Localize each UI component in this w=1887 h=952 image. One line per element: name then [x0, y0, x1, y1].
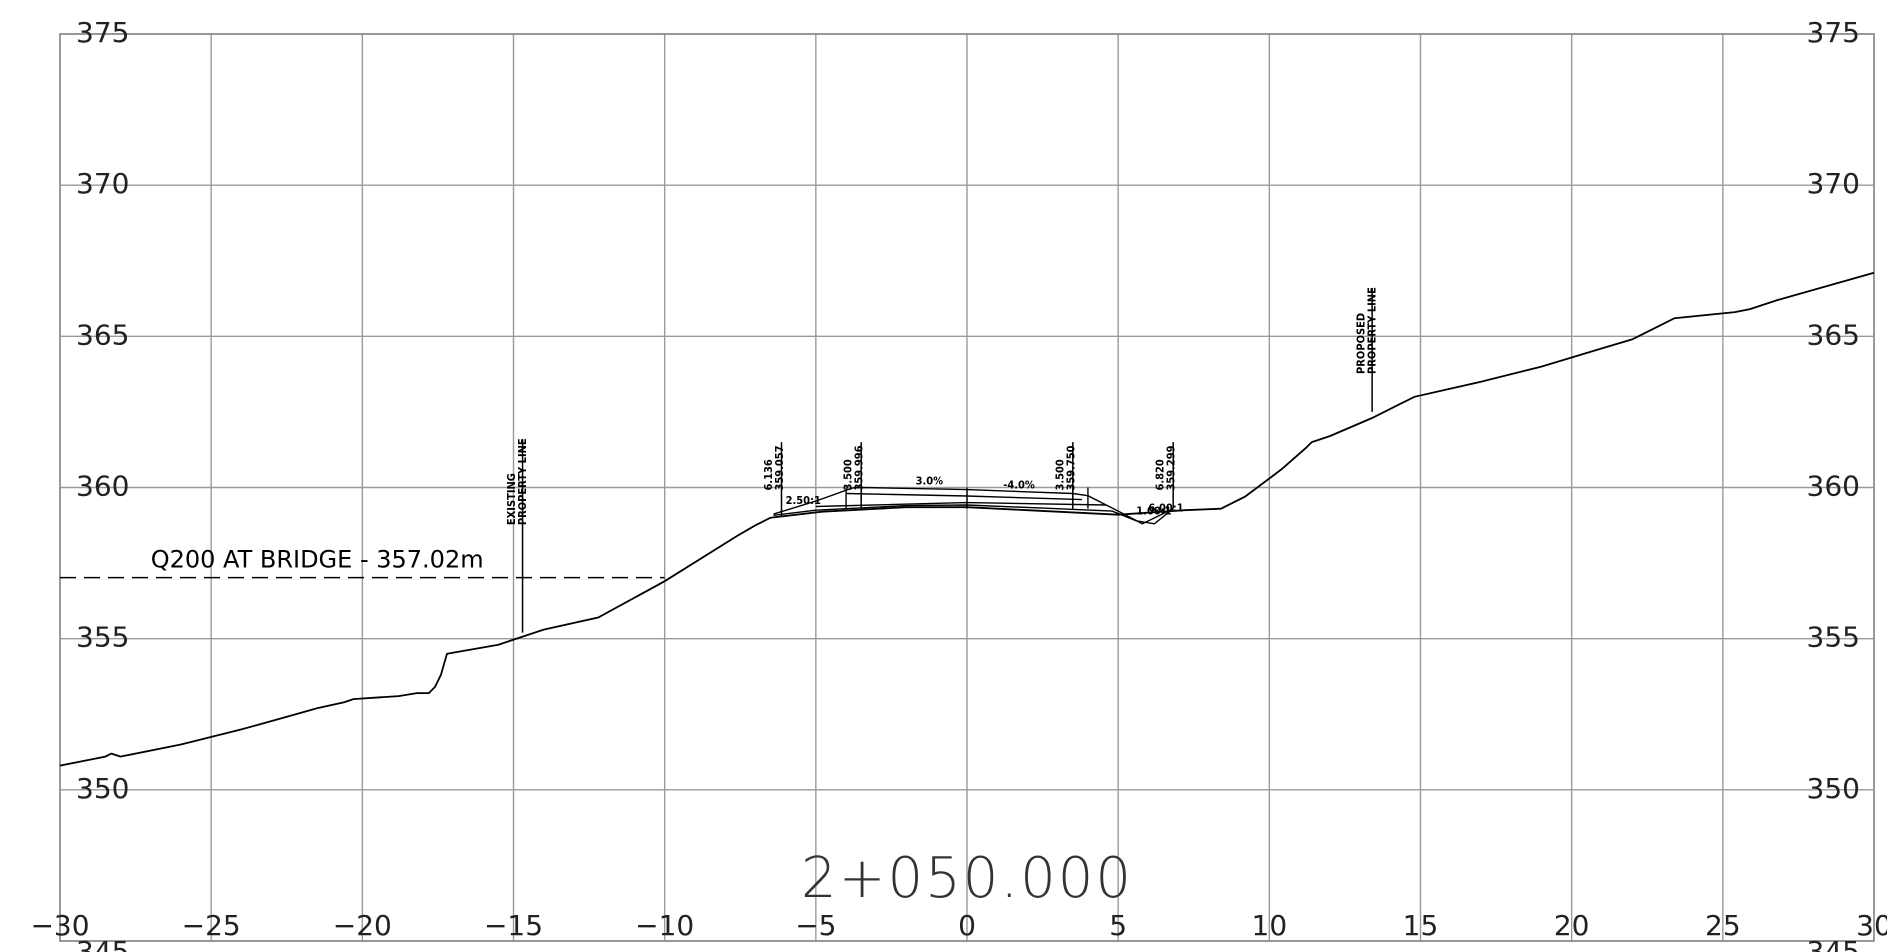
- y-tick-label-left: 345: [76, 935, 129, 952]
- slope-labels: 2.50:1 3.0% -4.0% 1.00:16.00:1: [786, 474, 1184, 517]
- x-tick-label: −25: [182, 909, 241, 942]
- y-tick-label-right: 350: [1807, 772, 1860, 805]
- station-label: 2+050.000: [801, 846, 1133, 911]
- y-tick-label-right: 365: [1807, 318, 1860, 351]
- x-tick-label: −10: [635, 909, 694, 942]
- plot-frame: [59, 33, 1875, 942]
- x-tick-label: 20: [1554, 909, 1590, 942]
- y-tick-label-left: 350: [76, 772, 129, 805]
- slope-label: 3.0%: [916, 474, 944, 487]
- slope-label: 6.00:1: [1148, 502, 1183, 515]
- x-tick-labels: −30 −25 −20 −15 −10 −5 0 5 10 15 20 25 30: [30, 909, 1887, 942]
- slope-label: 2.50:1: [786, 494, 821, 507]
- y-tick-labels-left: 345 350 355 360 365 370 375: [76, 16, 129, 952]
- offset-label-text: 359.996: [853, 445, 866, 490]
- x-tick-label: 25: [1705, 909, 1741, 942]
- x-tick-label: −30: [30, 909, 89, 942]
- x-tick-label: 15: [1403, 909, 1439, 942]
- x-tick-label: 10: [1252, 909, 1288, 942]
- offset-label-text: 6.820: [1154, 459, 1167, 490]
- road-template: [773, 486, 1174, 525]
- property-label-proposed-text: PROPOSED: [1355, 313, 1368, 374]
- x-tick-label: 0: [958, 909, 976, 942]
- offset-label-text: 359.057: [773, 445, 786, 490]
- offset-label-text: 359.299: [1165, 445, 1178, 490]
- offset-label-text: 6.136: [762, 459, 775, 490]
- offset-label-text: 3.500: [842, 459, 855, 490]
- y-tick-label-left: 370: [76, 167, 129, 200]
- y-tick-label-right: 345: [1807, 935, 1860, 952]
- property-label-proposed-text: PROPERTY LINE: [1366, 287, 1379, 374]
- y-tick-label-left: 365: [76, 318, 129, 351]
- slope-label: -4.0%: [1003, 478, 1035, 491]
- x-tick-label: 30: [1856, 909, 1887, 942]
- y-tick-label-left: 360: [76, 470, 129, 503]
- y-tick-label-right: 375: [1807, 16, 1860, 49]
- property-label-existing-text: PROPERTY LINE: [516, 438, 529, 525]
- offset-label-text: 359.750: [1064, 445, 1077, 490]
- y-tick-labels-right: 345 350 355 360 365 370 375: [1807, 16, 1860, 952]
- y-tick-label-right: 360: [1807, 470, 1860, 503]
- road-surface: [773, 486, 1174, 525]
- property-label-existing-text: EXISTING: [505, 473, 518, 525]
- offset-label-text: 3.500: [1053, 459, 1066, 490]
- x-tick-label: −5: [795, 909, 836, 942]
- road-layer2: [846, 492, 1082, 501]
- y-tick-label-right: 355: [1807, 621, 1860, 654]
- slope-label: 1.00:1: [1136, 505, 1171, 518]
- y-tick-label-left: 375: [76, 16, 129, 49]
- x-tick-label: 5: [1109, 909, 1127, 942]
- existing-ground-profile: [59, 271, 1875, 767]
- road-subgrade: [773, 504, 1174, 525]
- x-tick-label: −20: [333, 909, 392, 942]
- x-tick-label: −15: [484, 909, 543, 942]
- y-tick-label-right: 370: [1807, 167, 1860, 200]
- y-tick-label-left: 355: [76, 621, 129, 654]
- flood-level-label: Q200 AT BRIDGE - 357.02m: [151, 546, 484, 574]
